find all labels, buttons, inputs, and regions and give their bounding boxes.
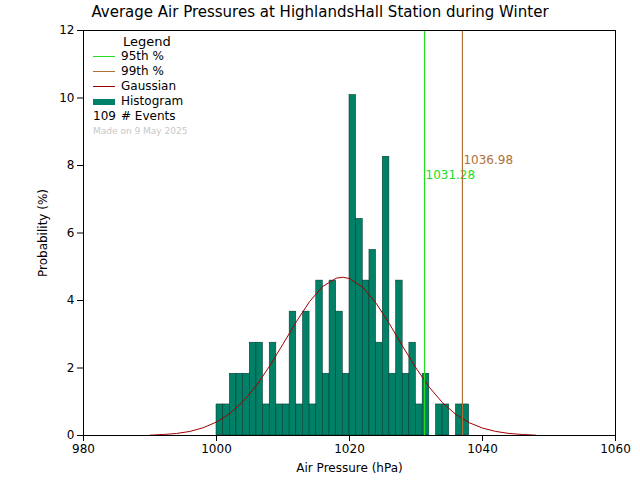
svg-text:1031.28: 1031.28 (426, 168, 476, 182)
svg-text:10: 10 (59, 91, 74, 105)
svg-text:8: 8 (67, 158, 75, 172)
svg-text:Probability (%): Probability (%) (36, 189, 50, 277)
html-text:Gaussian: Gaussian (121, 79, 177, 93)
svg-text:2: 2 (67, 361, 75, 375)
html-text:Legend: Legend (123, 34, 171, 49)
svg-text:Air Pressure (hPa): Air Pressure (hPa) (296, 461, 402, 475)
svg-text:1000: 1000 (201, 442, 232, 456)
svg-text:980: 980 (72, 442, 95, 456)
html-text:109: 109 (93, 109, 116, 123)
svg-text:6: 6 (67, 226, 75, 240)
svg-text:1036.98: 1036.98 (463, 153, 513, 167)
html-text:99th %: 99th % (121, 64, 164, 78)
svg-text:1060: 1060 (600, 442, 631, 456)
html-text:Histogram: Histogram (121, 94, 184, 108)
html-text:# Events: # Events (121, 109, 176, 123)
svg-text:1040: 1040 (467, 442, 498, 456)
html-text:Made on 9 May 2025: Made on 9 May 2025 (93, 126, 188, 136)
html-text:95th %: 95th % (121, 49, 164, 63)
svg-text:1020: 1020 (334, 442, 365, 456)
html-text:Average Air Pressures at Highl: Average Air Pressures at HighlandsHall S… (91, 3, 549, 21)
svg-text:12: 12 (59, 25, 74, 37)
svg-text:4: 4 (67, 293, 75, 307)
svg-text:0: 0 (67, 428, 75, 442)
